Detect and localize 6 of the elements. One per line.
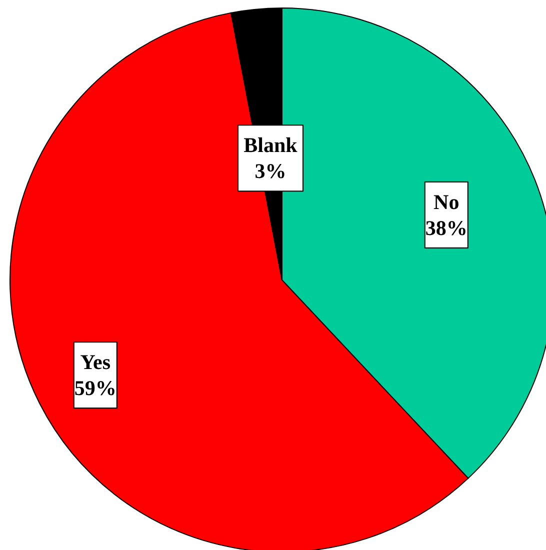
slice-label: Blank bbox=[244, 133, 298, 158]
data-label: 59% bbox=[74, 376, 116, 400]
data-label: 3% bbox=[254, 159, 286, 184]
slice-label: Yes bbox=[80, 350, 111, 374]
slice-label: No bbox=[434, 190, 460, 214]
data-label: 38% bbox=[425, 216, 468, 240]
